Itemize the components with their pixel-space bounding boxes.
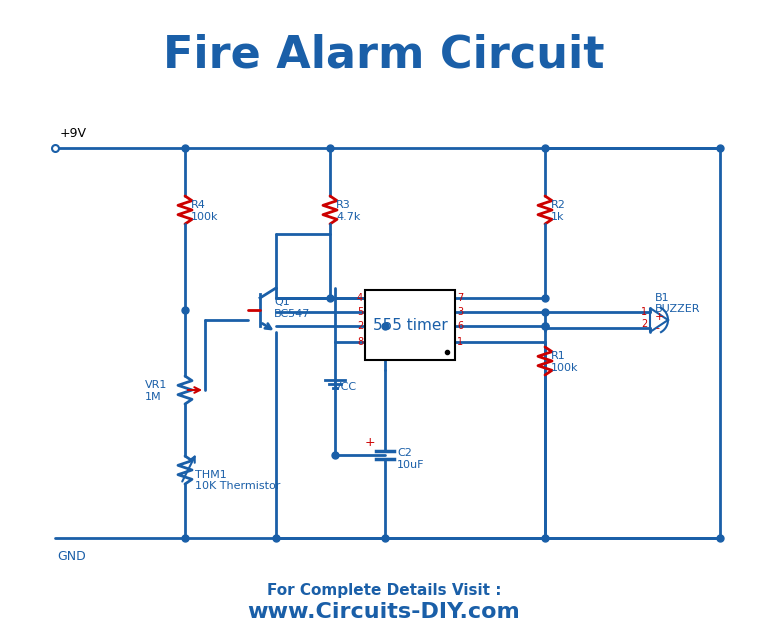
Text: 6: 6 bbox=[457, 321, 463, 331]
Text: 1: 1 bbox=[641, 307, 647, 317]
Text: 10K Thermistor: 10K Thermistor bbox=[195, 481, 280, 491]
Text: +: + bbox=[655, 312, 664, 322]
Text: 1M: 1M bbox=[145, 392, 161, 402]
Text: R2: R2 bbox=[551, 200, 566, 210]
Text: 2: 2 bbox=[641, 319, 647, 329]
Text: 100k: 100k bbox=[551, 363, 578, 373]
Text: For Complete Details Visit :: For Complete Details Visit : bbox=[266, 583, 502, 597]
Text: 3: 3 bbox=[457, 307, 463, 317]
Text: BC547: BC547 bbox=[274, 309, 310, 319]
Text: VCC: VCC bbox=[333, 382, 356, 392]
Text: +: + bbox=[365, 436, 376, 449]
Text: THM1: THM1 bbox=[195, 470, 227, 480]
Text: C2: C2 bbox=[397, 448, 412, 458]
Text: BUZZER: BUZZER bbox=[655, 304, 700, 314]
Text: 4.7k: 4.7k bbox=[336, 212, 360, 222]
Text: 5: 5 bbox=[357, 307, 363, 317]
Text: 1: 1 bbox=[457, 337, 463, 347]
Text: 1k: 1k bbox=[551, 212, 564, 222]
Text: +9V: +9V bbox=[60, 127, 87, 140]
Text: 8: 8 bbox=[357, 337, 363, 347]
Text: R1: R1 bbox=[551, 351, 566, 361]
Text: GND: GND bbox=[57, 550, 86, 563]
Text: 10uF: 10uF bbox=[397, 460, 425, 470]
Text: www.Circuits-DIY.com: www.Circuits-DIY.com bbox=[247, 602, 521, 622]
Text: Q1: Q1 bbox=[274, 297, 290, 307]
Text: Fire Alarm Circuit: Fire Alarm Circuit bbox=[164, 33, 604, 77]
Text: 100k: 100k bbox=[191, 212, 219, 222]
Bar bbox=[365, 290, 455, 360]
Text: B1: B1 bbox=[655, 293, 670, 303]
Text: R4: R4 bbox=[191, 200, 206, 210]
Text: 2: 2 bbox=[357, 321, 363, 331]
Text: -: - bbox=[655, 323, 659, 333]
Text: R3: R3 bbox=[336, 200, 351, 210]
Text: 7: 7 bbox=[457, 293, 463, 303]
Text: VR1: VR1 bbox=[145, 380, 167, 390]
Text: 555 timer: 555 timer bbox=[372, 318, 448, 332]
Text: 4: 4 bbox=[357, 293, 363, 303]
